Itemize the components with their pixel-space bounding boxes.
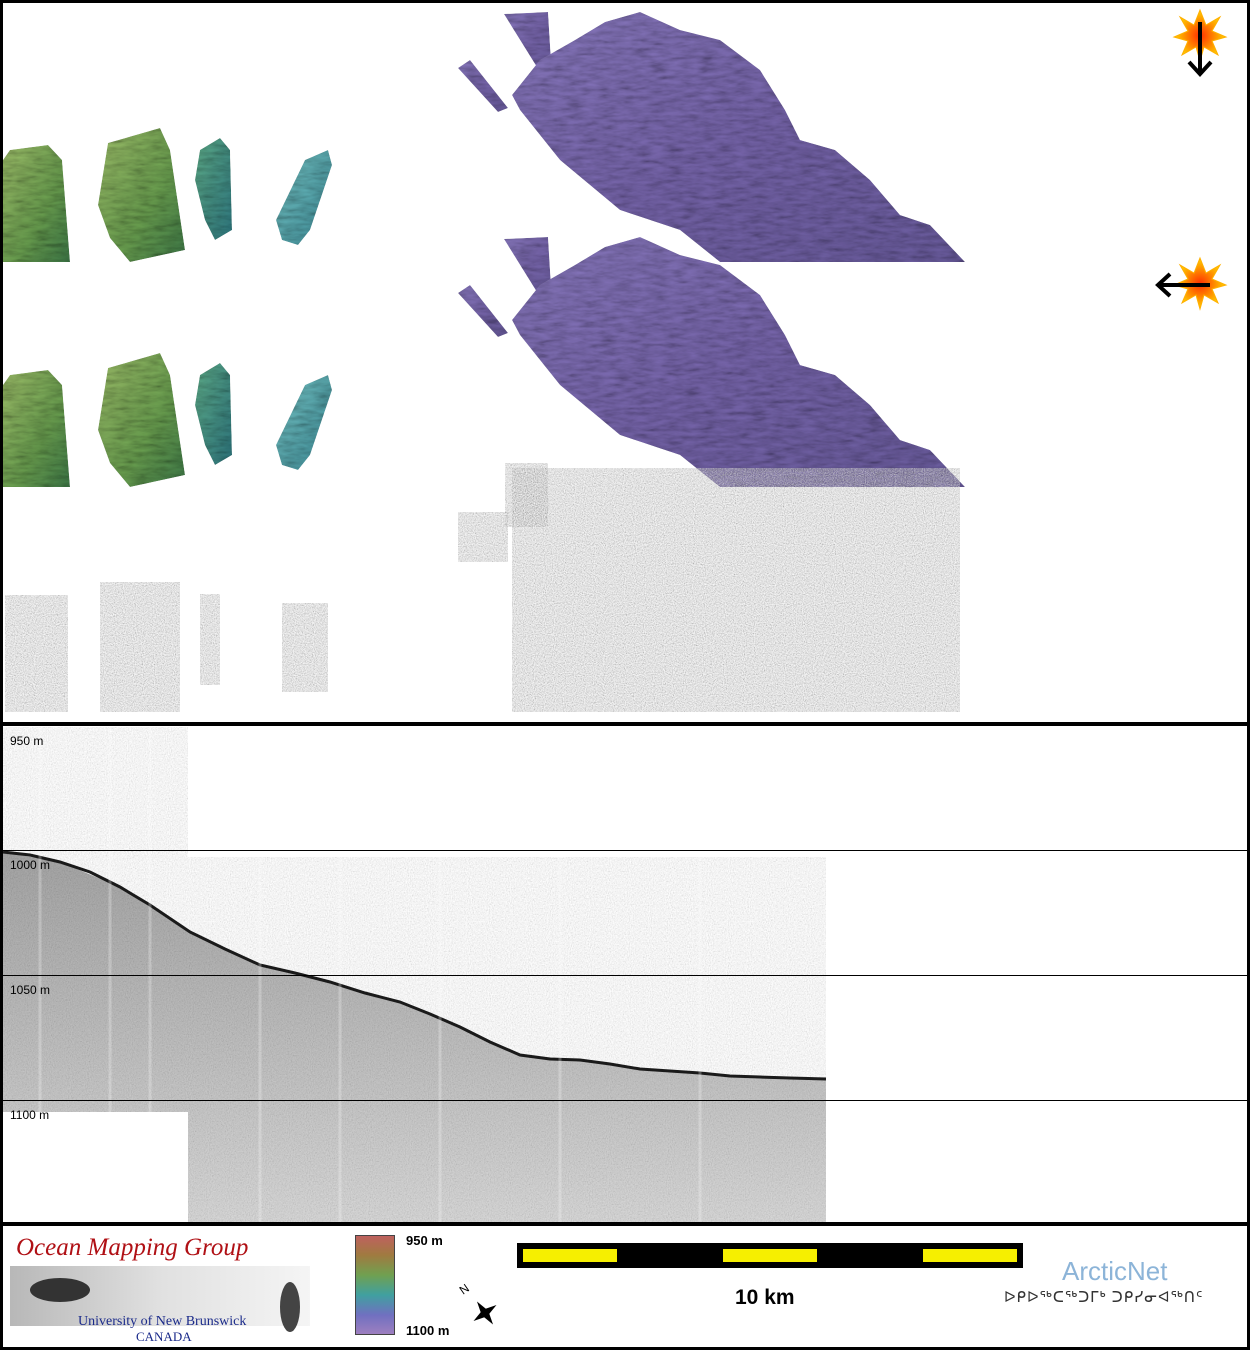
map-svg bbox=[3, 8, 1228, 712]
north-arrow-icon: N bbox=[457, 1281, 497, 1325]
panel-divider bbox=[0, 1222, 1250, 1226]
omg-logo-art bbox=[10, 1266, 310, 1332]
backscatter-swath-4 bbox=[282, 603, 328, 692]
survey-swath-green-1 bbox=[3, 370, 70, 487]
omg-logo: Ocean Mapping Group University of New Br… bbox=[10, 1232, 310, 1344]
survey-swath-purple-slivers bbox=[458, 60, 508, 112]
map-row-north-illumination bbox=[3, 12, 965, 262]
survey-swath-purple-slivers bbox=[458, 285, 508, 337]
map-row-backscatter bbox=[5, 463, 960, 712]
colorbar-bottom-label: 1100 m bbox=[406, 1323, 450, 1338]
backscatter-swath-main bbox=[512, 468, 960, 712]
colorbar-top-label: 950 m bbox=[406, 1233, 443, 1248]
survey-swath-teal bbox=[195, 138, 232, 240]
survey-swath-green-2 bbox=[98, 353, 185, 487]
survey-swath-purple-main bbox=[512, 12, 965, 262]
survey-swath-teal bbox=[195, 363, 232, 465]
map-row-east-illumination bbox=[3, 237, 965, 487]
scale-segment bbox=[723, 1249, 817, 1262]
scale-segment bbox=[923, 1249, 1017, 1262]
backscatter-swath-slivers bbox=[458, 512, 508, 562]
depth-label-1100: 1100 m bbox=[10, 1108, 50, 1122]
subseafloor-shading bbox=[3, 852, 826, 1222]
depth-label-950: 950 m bbox=[10, 734, 44, 748]
survey-swath-green-1 bbox=[3, 145, 70, 262]
backscatter-swath-1 bbox=[5, 595, 68, 712]
panel-divider bbox=[0, 722, 1250, 726]
arcticnet-syllabics: ᐅᑭᐅᖅᑕᖅᑐᒥᒃ ᑐᑭᓯᓂᐊᖅᑎᑦ bbox=[1004, 1289, 1204, 1306]
backscatter-swath-2 bbox=[100, 582, 180, 712]
scale-label: 10 km bbox=[735, 1286, 795, 1309]
depth-gridline bbox=[0, 975, 1250, 976]
arrow-left-icon bbox=[1155, 272, 1210, 298]
survey-swath-cyan bbox=[276, 150, 332, 245]
backscatter-swath-fan bbox=[505, 463, 548, 527]
echogram-streaks bbox=[38, 727, 702, 1222]
map-panels bbox=[3, 8, 1228, 712]
depth-label-1050: 1050 m bbox=[10, 983, 51, 997]
survey-swath-cyan bbox=[276, 375, 332, 470]
seafloor-reflector bbox=[2, 850, 827, 1081]
subbottom-profile: 950 m 1000 m 1050 m 1100 m bbox=[0, 727, 1250, 1222]
backscatter-swath-3 bbox=[200, 594, 220, 685]
org-title: Ocean Mapping Group bbox=[16, 1234, 249, 1261]
arrow-down-icon bbox=[1187, 22, 1213, 77]
depth-gridline bbox=[0, 1100, 1250, 1101]
depth-label-1000: 1000 m bbox=[10, 858, 51, 872]
depth-gridline bbox=[0, 850, 1250, 851]
survey-swath-purple-main bbox=[512, 237, 965, 487]
survey-swath-green-2 bbox=[98, 128, 185, 262]
scale-segment bbox=[523, 1249, 617, 1262]
profile-svg bbox=[2, 727, 827, 1222]
org-university: University of New Brunswick bbox=[78, 1314, 247, 1329]
scale-bar bbox=[517, 1243, 1023, 1268]
north-label: N bbox=[457, 1281, 472, 1297]
depth-colorbar bbox=[355, 1235, 395, 1335]
org-country: CANADA bbox=[136, 1329, 192, 1344]
legend-strip: Ocean Mapping Group University of New Br… bbox=[0, 1226, 1250, 1350]
arcticnet-logo: ArcticNet bbox=[1062, 1256, 1168, 1286]
